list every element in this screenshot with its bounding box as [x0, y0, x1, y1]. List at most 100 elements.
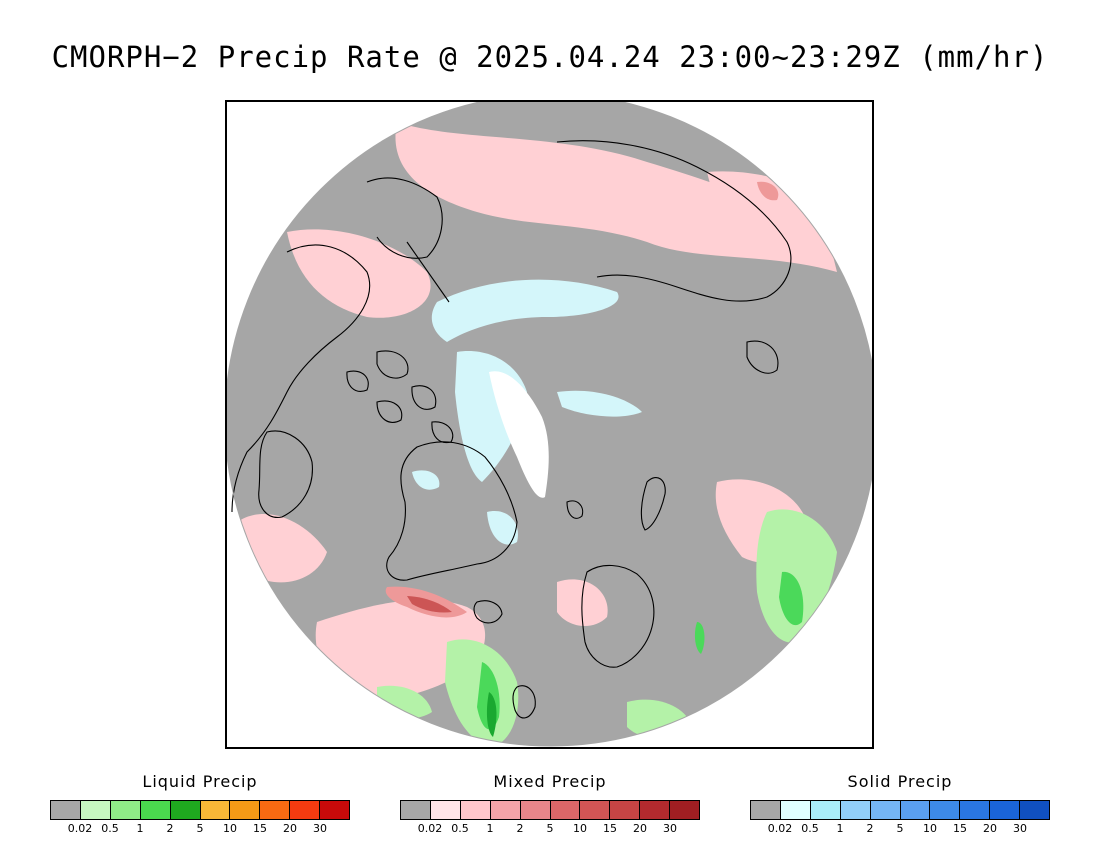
legend-swatch — [751, 801, 781, 819]
legend-tick-label: 15 — [953, 822, 967, 835]
legend-swatch — [780, 801, 811, 819]
map-frame — [225, 100, 874, 749]
legend-color-bar — [400, 800, 700, 820]
solid-precip-legend: Solid Precip 0.02 0.5 1 2 5 10 15 20 30 — [750, 772, 1050, 835]
legend-tick-label: 5 — [196, 822, 204, 835]
coastline-layer — [231, 140, 792, 719]
legend-color-bar — [750, 800, 1050, 820]
legend-tick-label: 10 — [223, 822, 237, 835]
legend-swatch — [670, 801, 700, 819]
boundary-line — [406, 241, 450, 303]
legend-swatch — [51, 801, 81, 819]
liquid-precip-region — [694, 622, 705, 654]
legend-tick-labels: 0.02 0.5 1 2 5 10 15 20 30 — [750, 820, 1050, 835]
mixed-precip-heavy — [407, 596, 452, 613]
solid-precip-region — [557, 390, 642, 417]
hudson-bay-coastline — [258, 430, 313, 518]
legend-swatch — [170, 801, 201, 819]
legend-tick-label: 2 — [516, 822, 524, 835]
scandinavia-coastline — [581, 564, 655, 668]
legend-title: Mixed Precip — [493, 772, 607, 791]
legend-swatch — [230, 801, 261, 819]
liquid-precip-legend: Liquid Precip 0.02 0.5 1 2 5 10 15 20 30 — [50, 772, 350, 835]
legend-color-bar — [50, 800, 350, 820]
mixed-precip-region — [315, 599, 486, 700]
novaya-zemlya-coastline — [640, 477, 666, 531]
legend-swatch — [1020, 801, 1050, 819]
legend-tick-label: 0.5 — [101, 822, 119, 835]
precip-layer — [237, 122, 867, 746]
legend-swatch — [580, 801, 611, 819]
legend-swatch — [610, 801, 641, 819]
legend-title: Liquid Precip — [142, 772, 258, 791]
solid-precip-region — [431, 279, 619, 342]
mixed-precip-region — [287, 229, 431, 318]
legend-tick-label: 5 — [896, 822, 904, 835]
svalbard-coastline — [566, 500, 584, 519]
legend-tick-label: 15 — [603, 822, 617, 835]
legend-swatch — [640, 801, 671, 819]
legend-swatch — [430, 801, 461, 819]
legend-tick-label: 2 — [166, 822, 174, 835]
legend-swatch — [900, 801, 931, 819]
legend-tick-labels: 0.02 0.5 1 2 5 10 15 20 30 — [400, 820, 700, 835]
legend-tick-label: 10 — [923, 822, 937, 835]
legend-swatch — [930, 801, 961, 819]
legend-tick-label: 0.5 — [801, 822, 819, 835]
liquid-precip-heavy — [486, 692, 497, 737]
legend-swatch — [810, 801, 841, 819]
polar-precip-map — [227, 102, 872, 747]
missing-data-area — [489, 371, 549, 498]
legend-tick-label: 20 — [983, 822, 997, 835]
legend-tick-label: 0.02 — [67, 822, 93, 835]
legend-tick-label: 0.02 — [767, 822, 793, 835]
disc-edge — [227, 102, 872, 747]
liquid-precip-region — [779, 571, 804, 626]
legend-tick-label: 30 — [313, 822, 327, 835]
legend-swatch — [520, 801, 551, 819]
legend-swatch — [401, 801, 431, 819]
taimyr-coastline — [746, 340, 779, 374]
legend-tick-label: 1 — [136, 822, 144, 835]
legend-tick-label: 30 — [663, 822, 677, 835]
iceland-coastline — [473, 600, 503, 624]
canadian-archipelago-coastline — [346, 350, 454, 444]
legend-tick-label: 1 — [486, 822, 494, 835]
mixed-precip-legend: Mixed Precip 0.02 0.5 1 2 5 10 15 20 30 — [400, 772, 700, 835]
solid-precip-region — [487, 511, 518, 545]
legend-tick-label: 30 — [1013, 822, 1027, 835]
legend-swatch — [870, 801, 901, 819]
legend-swatch — [460, 801, 491, 819]
legend-swatch — [80, 801, 111, 819]
legend-tick-label: 15 — [253, 822, 267, 835]
mixed-precip-region — [757, 181, 779, 201]
legend-swatch — [990, 801, 1021, 819]
legend-tick-labels: 0.02 0.5 1 2 5 10 15 20 30 — [50, 820, 350, 835]
mixed-precip-region — [395, 122, 837, 272]
legend-swatch — [290, 801, 321, 819]
legend-tick-label: 20 — [283, 822, 297, 835]
legend-swatch — [200, 801, 231, 819]
siberia-coastline — [556, 140, 792, 302]
legend-tick-label: 10 — [573, 822, 587, 835]
legend-tick-label: 2 — [866, 822, 874, 835]
greenland-coastline — [386, 441, 518, 581]
legend-swatch — [960, 801, 991, 819]
legend-tick-label: 0.5 — [451, 822, 469, 835]
alaska-coastline — [366, 177, 443, 259]
legend-swatch — [140, 801, 171, 819]
legend-swatch — [490, 801, 521, 819]
legend-swatch — [260, 801, 291, 819]
legend-swatch — [110, 801, 141, 819]
british-isles-coastline — [512, 685, 536, 719]
solid-precip-region — [412, 470, 440, 490]
legend-swatch — [550, 801, 581, 819]
north-america-coastline — [231, 244, 371, 513]
legend-tick-label: 5 — [546, 822, 554, 835]
legend-tick-label: 20 — [633, 822, 647, 835]
legend-tick-label: 1 — [836, 822, 844, 835]
legend-title: Solid Precip — [847, 772, 953, 791]
legend-tick-label: 0.02 — [417, 822, 443, 835]
legend-swatch — [320, 801, 350, 819]
legend-swatch — [840, 801, 871, 819]
